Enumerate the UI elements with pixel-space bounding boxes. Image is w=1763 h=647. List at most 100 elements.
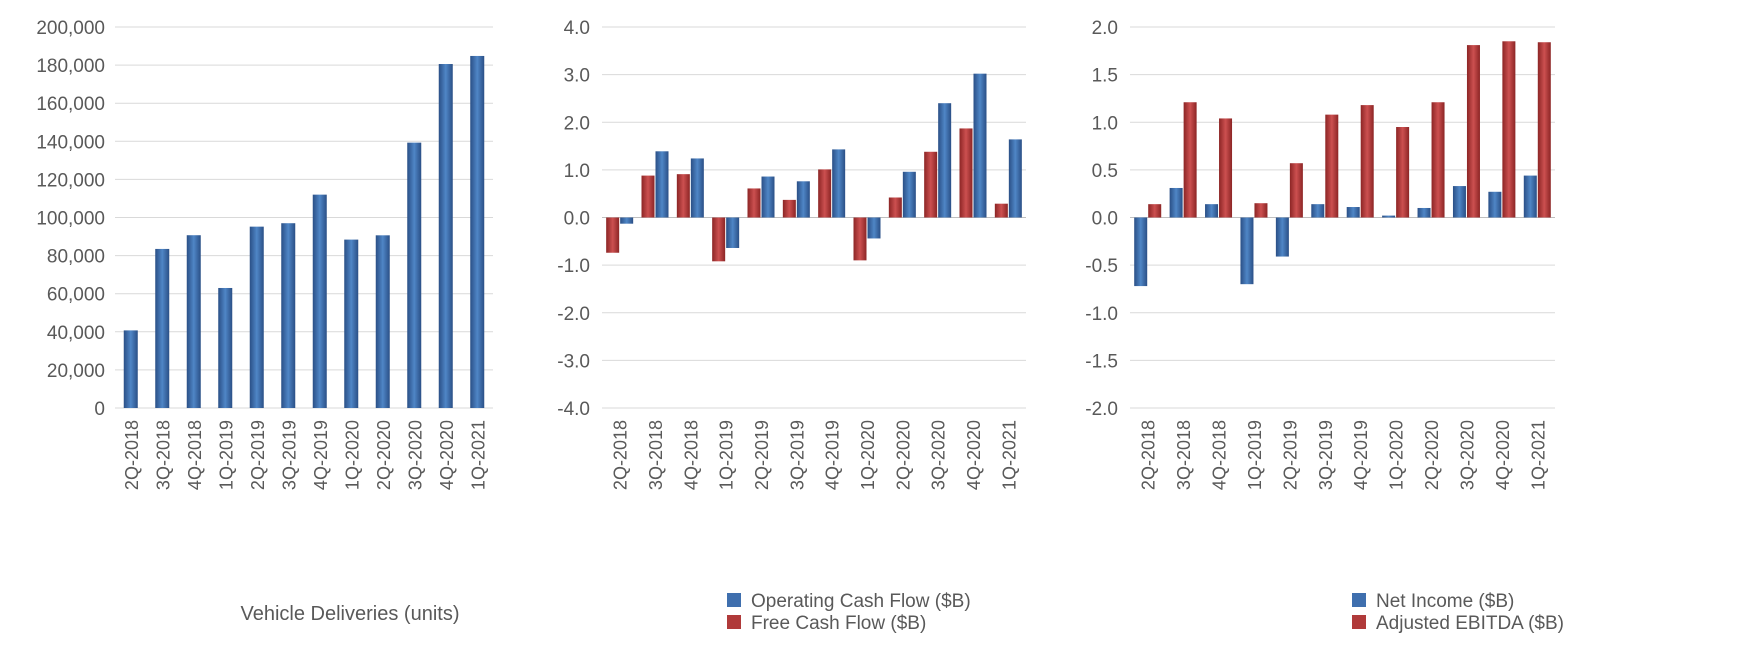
x-tick-label: 4Q-2019 [1351, 420, 1371, 490]
y-tick-label: 0 [94, 399, 105, 420]
bar [1311, 204, 1325, 218]
bar [747, 188, 761, 218]
bar [832, 149, 846, 218]
y-tick-label: -0.5 [1085, 256, 1118, 277]
x-tick-label: 2Q-2018 [122, 420, 142, 490]
y-tick-label: -2.0 [557, 304, 590, 325]
y-tick-label: 200,000 [36, 18, 105, 39]
y-tick-label: 0.5 [1092, 161, 1118, 182]
x-tick-label: 1Q-2020 [858, 420, 878, 490]
bar [1183, 102, 1197, 218]
y-tick-label: 2.0 [1092, 18, 1118, 39]
x-tick-label: 2Q-2019 [248, 420, 268, 490]
x-tick-label: 3Q-2019 [279, 420, 299, 490]
bar [344, 239, 359, 408]
bar [470, 55, 485, 409]
bar [375, 235, 390, 408]
x-tick-label: 2Q-2019 [1280, 420, 1300, 490]
y-tick-label: 0.0 [1092, 209, 1118, 230]
legend-swatch-net-income [1352, 593, 1366, 607]
x-tick-label: 2Q-2020 [374, 420, 394, 490]
bar [1537, 42, 1551, 218]
bar [761, 176, 775, 218]
y-tick-label: 100,000 [36, 209, 105, 230]
bar [1275, 217, 1289, 257]
bar [1169, 187, 1183, 218]
x-tick-label: 1Q-2019 [717, 420, 737, 490]
bar [438, 64, 453, 408]
x-tick-label: 4Q-2018 [185, 420, 205, 490]
legend-label-net-income: Net Income ($B) [1376, 591, 1514, 612]
x-tick-label: 4Q-2018 [681, 420, 701, 490]
bar [407, 142, 422, 409]
bar [902, 171, 916, 218]
bar [1488, 191, 1502, 218]
x-tick-label: 1Q-2019 [216, 420, 236, 490]
bar [606, 217, 620, 253]
x-tick-label: 4Q-2020 [437, 420, 457, 490]
y-tick-label: 0.0 [564, 209, 590, 230]
y-tick-label: 60,000 [47, 285, 105, 306]
bar [1452, 186, 1466, 218]
bar [973, 73, 987, 218]
x-tick-label: 1Q-2020 [342, 420, 362, 490]
bar [1008, 139, 1022, 218]
bar [641, 175, 655, 218]
bar [818, 169, 832, 218]
bar [867, 217, 881, 239]
x-tick-label: 3Q-2020 [929, 420, 949, 490]
x-tick-label: 2Q-2019 [752, 420, 772, 490]
bar [1382, 215, 1396, 218]
bar [1346, 207, 1360, 218]
legend-label-operating-cash-flow: Operating Cash Flow ($B) [751, 591, 971, 612]
bar [1289, 163, 1303, 218]
x-tick-label: 3Q-2018 [646, 420, 666, 490]
x-tick-label: 2Q-2018 [1139, 420, 1159, 490]
x-tick-label: 1Q-2019 [1245, 420, 1265, 490]
bar [1431, 102, 1445, 218]
bar [655, 151, 669, 218]
x-tick-label: 4Q-2019 [823, 420, 843, 490]
y-tick-label: -4.0 [557, 399, 590, 420]
x-tick-label: 1Q-2021 [468, 420, 488, 490]
bar [1325, 114, 1339, 218]
bar [1205, 204, 1219, 218]
x-tick-label: 1Q-2021 [1528, 420, 1548, 490]
bar [281, 223, 296, 408]
y-tick-label: 1.5 [1092, 66, 1118, 87]
bar [1219, 118, 1233, 218]
x-tick-label: 3Q-2018 [153, 420, 173, 490]
y-tick-label: 1.0 [1092, 113, 1118, 134]
bar [1134, 217, 1148, 287]
legend-swatch-operating-cash-flow [727, 593, 741, 607]
chart-cash-flow: -4.0 -3.0 -2.0 -1.0 0.0 1.0 2.0 3.0 4.0 2Q-2018 3Q… [557, 18, 1026, 490]
x-tick-label: 4Q-2020 [964, 420, 984, 490]
chart-deliveries: 0 20,000 40,000 60,000 80,000 100,000 120,000 1… [36, 18, 493, 490]
y-tick-label: 3.0 [564, 66, 590, 87]
bar [938, 103, 952, 218]
y-tick-label: 140,000 [36, 132, 105, 153]
legend-swatch-adjusted-ebitda [1352, 615, 1366, 629]
cash-flow-legend: Operating Cash Flow ($B) Free Cash Flow … [727, 591, 971, 634]
bar [155, 248, 170, 408]
x-tick-label: 2Q-2020 [893, 420, 913, 490]
bar [796, 181, 810, 218]
bar [853, 217, 867, 261]
y-tick-label: 180,000 [36, 56, 105, 77]
bar [690, 158, 704, 218]
x-tick-label: 3Q-2020 [405, 420, 425, 490]
y-tick-label: 160,000 [36, 94, 105, 115]
bar [726, 217, 740, 248]
x-tick-label: 3Q-2020 [1457, 420, 1477, 490]
x-tick-label: 1Q-2021 [999, 420, 1019, 490]
y-tick-label: 1.0 [564, 161, 590, 182]
x-tick-label: 3Q-2018 [1174, 420, 1194, 490]
bar [249, 226, 264, 408]
bar [1417, 207, 1431, 218]
bar [186, 235, 201, 408]
x-tick-label: 3Q-2019 [1316, 420, 1336, 490]
bar [312, 194, 327, 408]
y-tick-label: 40,000 [47, 323, 105, 344]
x-tick-label: 1Q-2020 [1387, 420, 1407, 490]
legend-swatch-free-cash-flow [727, 615, 741, 629]
